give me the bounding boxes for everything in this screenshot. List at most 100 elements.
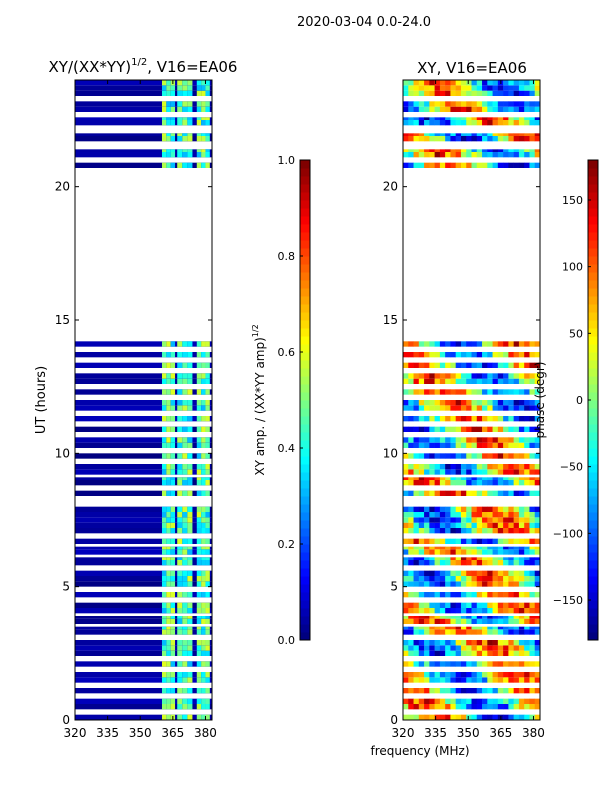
left-colorbar-axis: 0.00.20.40.60.81.0 bbox=[278, 154, 303, 647]
heatmap-cell bbox=[508, 90, 514, 96]
heatmap-cell bbox=[450, 616, 456, 619]
heatmap-cell bbox=[182, 442, 188, 448]
heatmap-cell bbox=[418, 528, 425, 534]
heatmap-cell bbox=[503, 645, 509, 651]
heatmap-cell bbox=[161, 162, 167, 168]
heatmap-cell bbox=[503, 576, 509, 582]
heatmap-row bbox=[75, 640, 212, 646]
heatmap-cell bbox=[196, 672, 202, 678]
heatmap-cell bbox=[466, 570, 472, 576]
heatmap-cell bbox=[503, 162, 509, 168]
heatmap-cell bbox=[201, 149, 206, 152]
heatmap-cell bbox=[166, 618, 171, 624]
heatmap-cell bbox=[205, 538, 210, 544]
heatmap-cell bbox=[534, 677, 541, 683]
heatmap-cell bbox=[487, 442, 493, 448]
left-plot-frame bbox=[74, 79, 213, 721]
heatmap-cell bbox=[439, 477, 446, 480]
heatmap-cell bbox=[460, 557, 467, 560]
heatmap-cell bbox=[508, 162, 514, 168]
heatmap-cell bbox=[187, 101, 193, 107]
heatmap-cell bbox=[487, 560, 493, 566]
heatmap-cell bbox=[524, 714, 530, 720]
heatmap-cell bbox=[524, 618, 530, 624]
heatmap-cell bbox=[497, 704, 504, 710]
heatmap-cell bbox=[187, 136, 193, 142]
heatmap-row bbox=[75, 152, 212, 158]
heatmap-cell bbox=[161, 136, 167, 142]
heatmap-cell bbox=[434, 149, 441, 152]
heatmap-cell bbox=[524, 405, 530, 411]
heatmap-cell bbox=[161, 405, 167, 411]
heatmap-cell bbox=[413, 629, 420, 635]
heatmap-cell bbox=[508, 645, 514, 651]
heatmap-cell bbox=[439, 528, 446, 534]
heatmap-cell bbox=[408, 698, 414, 704]
heatmap-cell bbox=[187, 608, 193, 614]
heatmap-cell bbox=[497, 645, 504, 651]
heatmap-cell bbox=[529, 117, 536, 120]
heatmap-cell bbox=[513, 704, 520, 710]
heatmap-cell bbox=[445, 629, 451, 635]
heatmap-cell bbox=[455, 688, 462, 694]
heatmap-cell bbox=[413, 704, 420, 710]
heatmap-cell bbox=[170, 618, 176, 624]
heatmap-cell bbox=[497, 640, 504, 646]
colorbar-segment bbox=[588, 344, 598, 353]
heatmap-cell bbox=[182, 378, 188, 384]
heatmap-cell bbox=[170, 480, 176, 486]
heatmap-cell bbox=[187, 538, 193, 544]
heatmap-cell bbox=[170, 85, 176, 91]
heatmap-cell bbox=[518, 650, 525, 656]
heatmap-cell bbox=[403, 80, 409, 86]
colorbar-segment bbox=[300, 392, 310, 401]
heatmap-cell bbox=[439, 152, 446, 158]
heatmap-cell bbox=[170, 464, 176, 470]
heatmap-cell bbox=[524, 490, 530, 496]
heatmap-cell bbox=[413, 608, 420, 614]
colorbar-segment bbox=[588, 608, 598, 617]
heatmap-cell bbox=[513, 373, 520, 379]
heatmap-cell bbox=[403, 120, 409, 126]
heatmap-cell bbox=[418, 522, 425, 528]
heatmap-cell bbox=[408, 650, 414, 656]
heatmap-cell bbox=[513, 546, 520, 550]
heatmap-cell bbox=[196, 517, 202, 523]
heatmap-cell bbox=[205, 522, 210, 528]
heatmap-cell bbox=[170, 538, 176, 544]
heatmap-cell bbox=[518, 405, 525, 411]
heatmap-cell bbox=[439, 506, 446, 512]
heatmap-cell bbox=[434, 517, 441, 523]
heatmap-cell bbox=[201, 453, 206, 459]
heatmap-cell bbox=[455, 650, 462, 656]
heatmap-cell bbox=[460, 400, 467, 406]
heatmap-cell bbox=[429, 352, 435, 358]
heatmap-cell bbox=[487, 661, 493, 667]
heatmap-cell bbox=[518, 389, 525, 395]
heatmap-cell bbox=[161, 576, 167, 582]
colorbar-segment bbox=[300, 552, 310, 561]
heatmap-cell bbox=[182, 149, 188, 152]
heatmap-cell bbox=[424, 640, 430, 646]
heatmap-cell bbox=[455, 640, 462, 646]
heatmap-cell bbox=[166, 626, 171, 630]
heatmap-cell bbox=[166, 704, 171, 710]
heatmap-cell bbox=[429, 442, 435, 448]
heatmap-cell bbox=[455, 80, 462, 86]
heatmap-cell bbox=[439, 437, 446, 443]
heatmap-cell bbox=[201, 117, 206, 120]
heatmap-cell bbox=[497, 608, 504, 614]
heatmap-cell bbox=[534, 464, 541, 470]
heatmap-cell bbox=[455, 557, 462, 560]
heatmap-cell bbox=[201, 608, 206, 614]
heatmap-cell bbox=[161, 149, 167, 152]
heatmap-cell bbox=[182, 581, 188, 587]
colorbar-segment bbox=[588, 528, 598, 537]
heatmap-cell bbox=[182, 602, 188, 608]
heatmap-cell bbox=[476, 616, 483, 619]
heatmap-cell bbox=[196, 90, 202, 96]
heatmap-cell bbox=[439, 581, 446, 587]
heatmap-row bbox=[75, 629, 212, 635]
heatmap-cell bbox=[182, 517, 188, 523]
heatmap-cell bbox=[177, 426, 183, 432]
